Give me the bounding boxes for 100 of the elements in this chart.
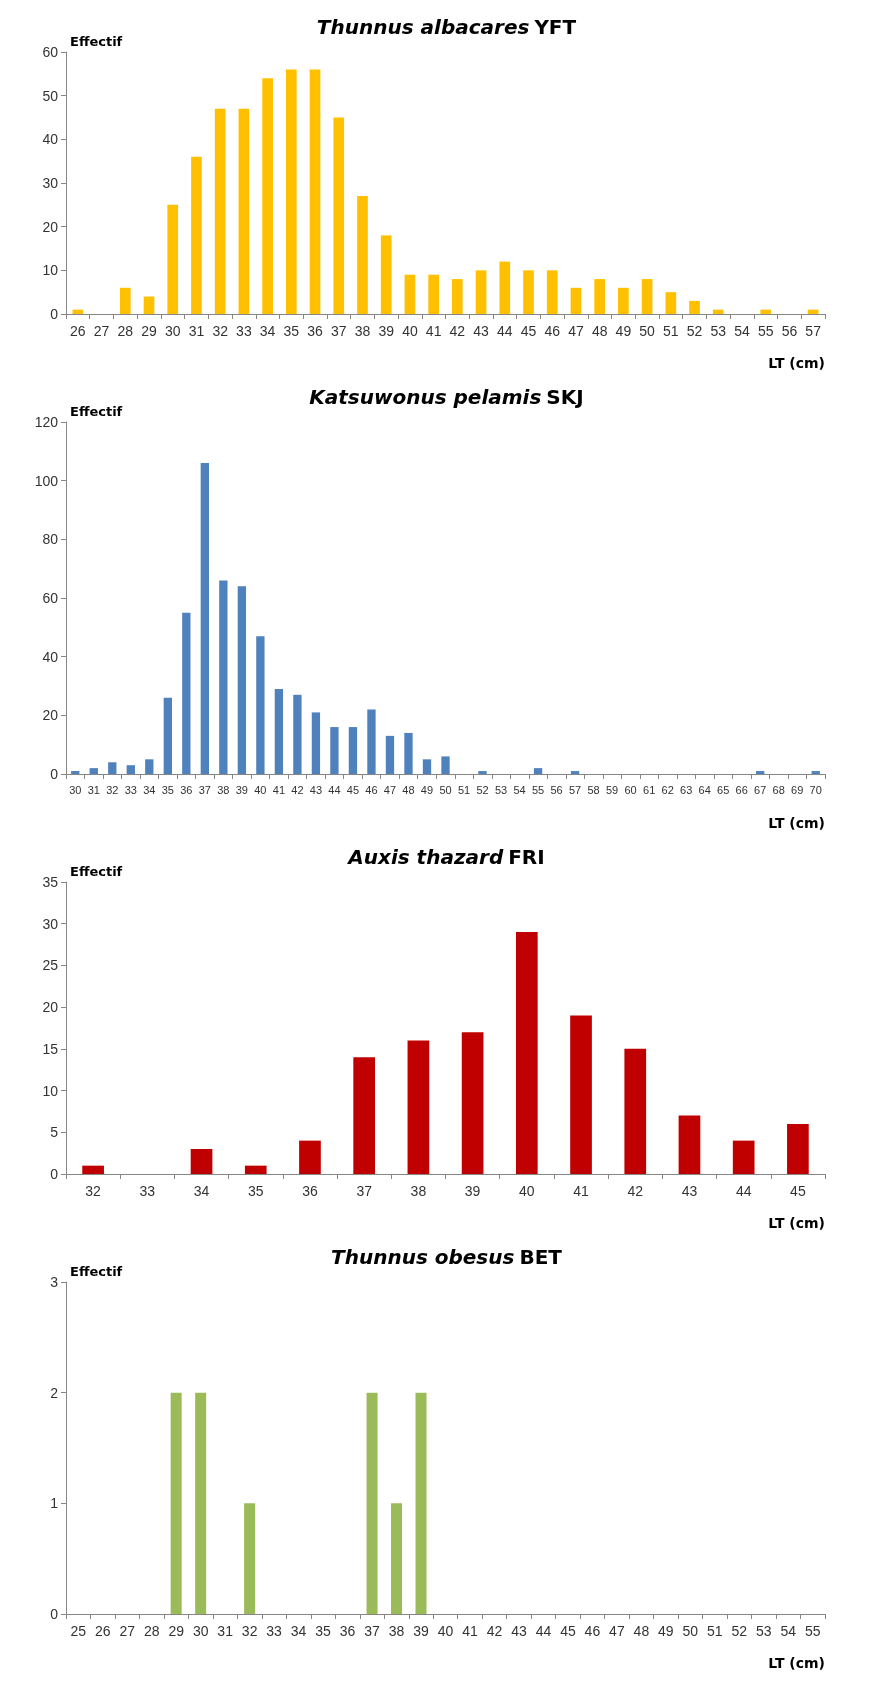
y-tick-label: 0 [50, 306, 59, 322]
x-tick-label: 40 [254, 783, 267, 796]
x-tick-label: 67 [754, 783, 767, 796]
bar [515, 932, 538, 1174]
x-tick-label: 39 [378, 323, 395, 339]
x-tick-label: 46 [365, 783, 378, 796]
x-axis-title: LT (cm) [768, 355, 825, 371]
x-tick-label: 36 [339, 1623, 356, 1639]
x-tick-label: 53 [494, 783, 508, 796]
bar [570, 1015, 592, 1174]
y-tick-label: 0 [50, 1166, 59, 1182]
y-axis-title: Effectif [70, 34, 123, 49]
y-tick-label: 20 [42, 999, 59, 1016]
x-tick-label: 62 [661, 783, 674, 796]
y-tick-label: 10 [42, 262, 59, 279]
bar [256, 636, 265, 774]
y-tick-label: 20 [42, 218, 59, 235]
bar [641, 279, 653, 314]
x-tick-label: 42 [449, 323, 466, 339]
y-tick-label: 2 [50, 1384, 59, 1401]
x-tick-label: 31 [217, 1623, 234, 1639]
y-tick-label: 80 [42, 531, 59, 548]
x-tick-label: 33 [266, 1623, 283, 1639]
x-tick-label: 35 [161, 783, 174, 796]
bar [333, 117, 345, 314]
x-tick-label: 53 [756, 1623, 772, 1639]
x-tick-label: 46 [584, 1623, 601, 1639]
bar [262, 78, 273, 314]
y-tick-label: 20 [42, 707, 59, 724]
x-tick-label: 38 [354, 323, 371, 339]
x-tick-label: 55 [757, 323, 774, 339]
x-tick-label: 45 [520, 323, 537, 339]
bar [367, 709, 376, 774]
chart-title: Katsuwonus pelamis SKJ [309, 385, 584, 409]
x-tick-label: 51 [707, 1623, 723, 1639]
x-tick-label: 25 [70, 1623, 87, 1639]
bar [787, 1123, 809, 1174]
x-tick-label: 38 [410, 1183, 427, 1199]
x-tick-label: 27 [93, 323, 110, 339]
x-tick-label: 45 [346, 783, 360, 796]
x-tick-label: 34 [290, 1623, 307, 1639]
x-tick-label: 54 [780, 1623, 797, 1639]
x-tick-label: 59 [605, 783, 619, 796]
bar [428, 274, 439, 314]
x-tick-label: 35 [283, 323, 300, 339]
bar [475, 270, 487, 314]
bar [244, 1165, 267, 1174]
x-tick-label: 64 [698, 783, 711, 796]
bar [570, 771, 580, 774]
bar [167, 204, 179, 314]
x-tick-label: 50 [682, 1623, 699, 1639]
x-tick-label: 48 [633, 1623, 650, 1639]
y-tick-label: 50 [42, 87, 59, 104]
bar [594, 279, 606, 314]
x-tick-label: 41 [573, 1183, 590, 1199]
x-tick-label: 52 [686, 323, 703, 339]
bar [348, 727, 358, 774]
x-tick-label: 36 [307, 323, 324, 339]
x-tick-label: 51 [457, 783, 471, 796]
bar [163, 697, 172, 774]
x-tick-label: 34 [143, 783, 156, 796]
bar [357, 196, 368, 314]
x-tick-label: 27 [119, 1623, 136, 1639]
bar [441, 756, 450, 774]
x-tick-label: 60 [624, 783, 637, 796]
chart-title: Auxis thazard FRI [346, 845, 545, 869]
x-tick-label: 70 [809, 783, 822, 796]
x-tick-label: 52 [476, 783, 489, 796]
x-tick-label: 34 [193, 1183, 210, 1199]
x-tick-label: 44 [735, 1183, 752, 1199]
bar [119, 287, 131, 314]
x-tick-label: 42 [627, 1183, 644, 1199]
x-tick-label: 31 [87, 783, 100, 796]
bar [299, 1140, 321, 1174]
x-tick-label: 39 [235, 783, 248, 796]
bar [353, 1057, 376, 1174]
x-tick-label: 68 [772, 783, 785, 796]
x-axis-title: LT (cm) [768, 1655, 825, 1671]
bar [311, 712, 321, 774]
bar [330, 727, 339, 774]
x-tick-label: 33 [236, 323, 252, 339]
x-tick-label: 57 [568, 783, 582, 796]
x-tick-label: 29 [168, 1623, 185, 1639]
x-tick-label: 41 [462, 1623, 478, 1639]
y-tick-label: 30 [42, 915, 59, 932]
bar [478, 771, 487, 774]
x-tick-label: 51 [663, 323, 679, 339]
x-tick-label: 43 [681, 1183, 698, 1199]
y-tick-label: 0 [50, 1606, 59, 1622]
x-tick-label: 48 [402, 783, 415, 796]
x-tick-label: 38 [388, 1623, 405, 1639]
x-tick-label: 42 [486, 1623, 503, 1639]
x-tick-label: 41 [272, 783, 286, 796]
bar [285, 69, 297, 314]
bar [712, 309, 724, 314]
bar [624, 1048, 647, 1174]
x-tick-label: 26 [94, 1623, 111, 1639]
x-tick-label: 32 [106, 783, 119, 796]
y-axis-title: Effectif [70, 864, 123, 879]
x-tick-label: 30 [69, 783, 82, 796]
